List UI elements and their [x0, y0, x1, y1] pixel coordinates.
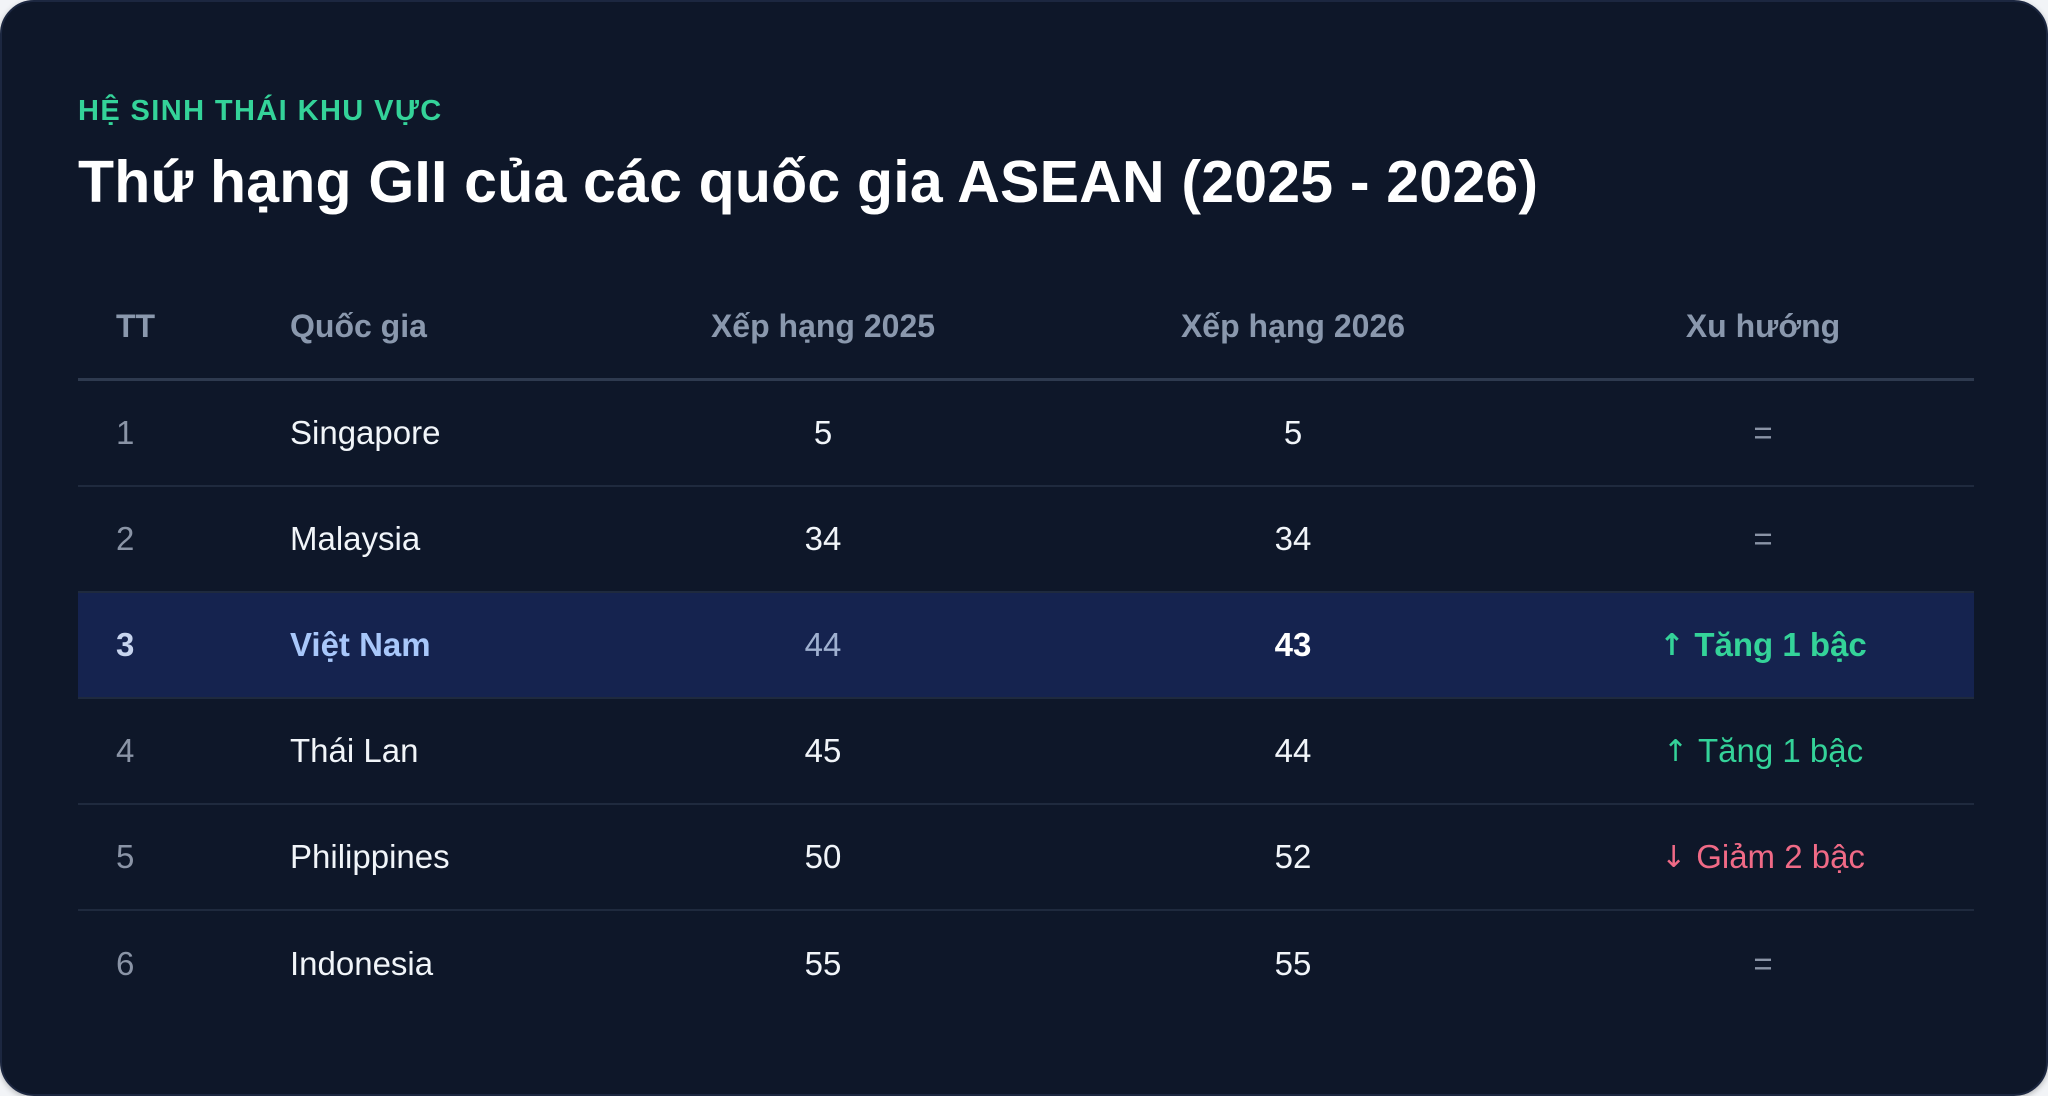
page-title: Thứ hạng GII của các quốc gia ASEAN (202…: [78, 149, 1539, 215]
table-row: 5 Philippines 50 52 ↓ Giảm 2 bậc: [78, 805, 1974, 911]
header-rank-2025: Xếp hạng 2025: [710, 308, 936, 344]
ranking-table: TT Quốc gia Xếp hạng 2025 Xếp hạng 2026 …: [78, 275, 1974, 1017]
trend-indicator: =: [1753, 520, 1773, 557]
arrow-up-icon: ↑: [1662, 733, 1688, 769]
trend-label: Tăng 1 bậc: [1698, 732, 1864, 769]
rank-2025: 44: [804, 626, 842, 663]
arrow-down-icon: ↓: [1661, 839, 1687, 875]
rank-2026: 5: [1283, 414, 1303, 451]
rank-2026: 55: [1274, 945, 1312, 982]
trend-label: Giảm 2 bậc: [1696, 838, 1865, 875]
arrow-up-icon: ↑: [1659, 627, 1685, 663]
rank-2026: 44: [1274, 732, 1312, 769]
table-row: 6 Indonesia 55 55 =: [78, 911, 1974, 1017]
table-header-row: TT Quốc gia Xếp hạng 2025 Xếp hạng 2026 …: [78, 275, 1974, 381]
rank-2025: 55: [804, 945, 842, 982]
header-rank-2026: Xếp hạng 2026: [1180, 308, 1406, 344]
trend-indicator: =: [1753, 414, 1773, 451]
rank-2025: 5: [813, 414, 833, 451]
rank-2025: 45: [804, 732, 842, 769]
row-index: 1: [116, 414, 135, 451]
trend-indicator: ↑ Tăng 1 bậc: [1538, 699, 1988, 803]
country-name: Singapore: [290, 414, 441, 451]
row-index: 5: [116, 838, 135, 875]
row-index: 2: [116, 520, 135, 557]
section-eyebrow: HỆ SINH THÁI KHU VỰC: [78, 95, 443, 127]
header-country: Quốc gia: [290, 308, 427, 344]
header-trend: Xu hướng: [1685, 308, 1841, 344]
row-index: 6: [116, 945, 135, 982]
table-row: 1 Singapore 5 5 =: [78, 381, 1974, 487]
country-name: Thái Lan: [290, 732, 419, 769]
country-name: Việt Nam: [290, 626, 431, 663]
country-name: Malaysia: [290, 520, 421, 557]
table-row: 4 Thái Lan 45 44 ↑ Tăng 1 bậc: [78, 699, 1974, 805]
rank-2026: 34: [1274, 520, 1312, 557]
trend-indicator: =: [1753, 945, 1773, 982]
country-name: Indonesia: [290, 945, 434, 982]
rank-2026: 43: [1274, 626, 1312, 663]
rank-2025: 34: [804, 520, 842, 557]
trend-indicator: ↓ Giảm 2 bậc: [1538, 805, 1988, 909]
header-tt: TT: [116, 308, 156, 344]
rank-2026: 52: [1274, 838, 1312, 875]
table-row-highlighted: 3 Việt Nam 44 43 ↑ Tăng 1 bậc: [78, 593, 1974, 699]
trend-label: Tăng 1 bậc: [1694, 626, 1867, 663]
trend-indicator: ↑ Tăng 1 bậc: [1538, 593, 1988, 697]
rank-2025: 50: [804, 838, 842, 875]
country-name: Philippines: [290, 838, 450, 875]
table-row: 2 Malaysia 34 34 =: [78, 487, 1974, 593]
row-index: 3: [116, 626, 135, 663]
row-index: 4: [116, 732, 135, 769]
